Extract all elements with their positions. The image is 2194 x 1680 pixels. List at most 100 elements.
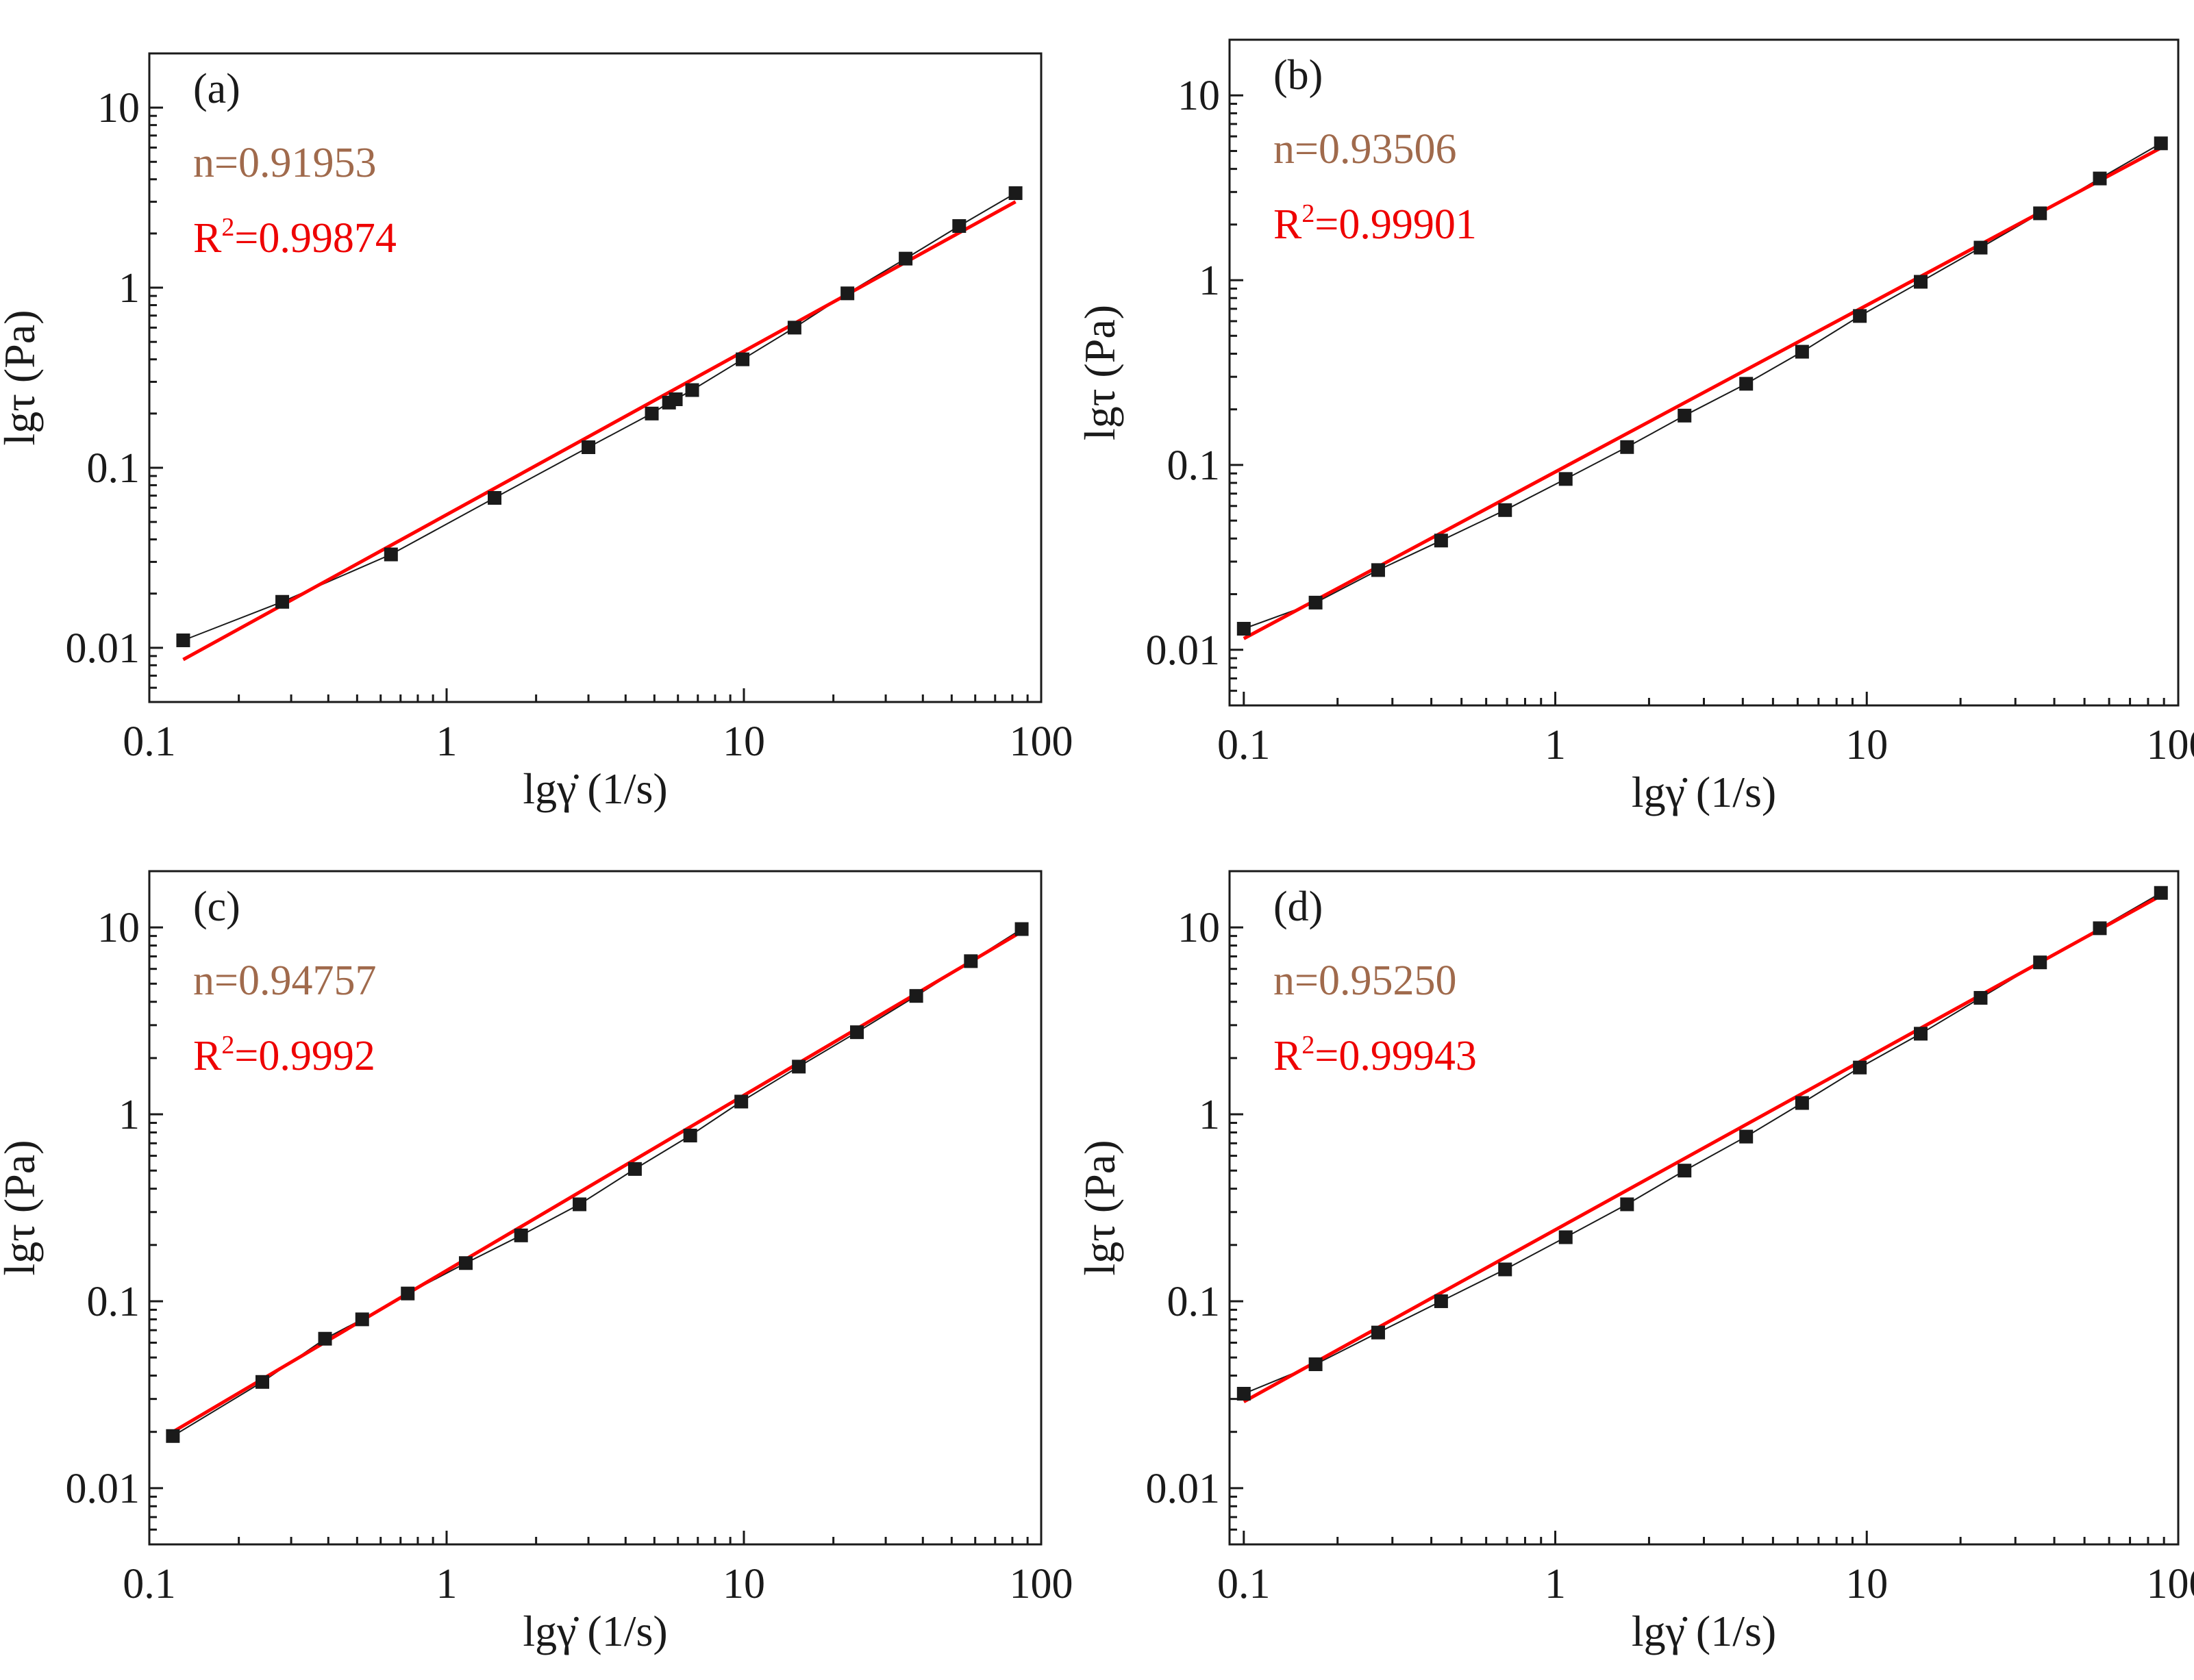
y-tick-label: 10 — [97, 905, 140, 951]
data-point — [850, 1025, 864, 1040]
y-tick-label: 0.1 — [1167, 442, 1221, 489]
panel-label: (d) — [1273, 883, 1323, 930]
data-point — [1914, 275, 1928, 289]
n-value-label: n=0.95250 — [1273, 957, 1456, 1004]
y-tick-label: 0.1 — [1167, 1279, 1221, 1325]
r-squared-superscript: 2 — [1301, 199, 1314, 228]
n-value-label: n=0.93506 — [1273, 126, 1456, 173]
r-squared-superscript: 2 — [221, 213, 234, 242]
r-squared-prefix: R — [193, 215, 222, 262]
data-point — [2033, 206, 2047, 221]
x-tick-label: 100 — [1010, 718, 1073, 765]
data-point — [582, 440, 596, 454]
data-point — [2093, 171, 2107, 186]
data-point — [685, 383, 699, 397]
data-point — [1739, 1129, 1754, 1144]
data-point — [2093, 921, 2107, 936]
data-point — [355, 1312, 369, 1327]
data-point — [1434, 1294, 1448, 1308]
data-point — [1236, 1386, 1251, 1401]
y-tick-label: 10 — [97, 85, 140, 131]
data-point — [1371, 1325, 1385, 1340]
x-tick-label: 1 — [1545, 722, 1566, 768]
r-squared-superscript: 2 — [221, 1031, 234, 1060]
r-squared-prefix: R — [193, 1033, 222, 1079]
x-tick-label: 10 — [723, 718, 765, 765]
data-point — [1498, 503, 1512, 517]
panel-d: 0.1 1 10 100 0.01 0.1 1 10 lgγ̇ (1/s) lgτ (Pa) (d)… — [1075, 870, 2194, 1655]
data-point — [1434, 534, 1448, 548]
y-tick-label: 0.1 — [87, 445, 140, 492]
plot-frame — [148, 870, 1043, 1546]
data-point — [1371, 563, 1385, 577]
x-axis: 0.1 1 10 100 — [123, 688, 1073, 765]
data-point — [1795, 344, 1809, 359]
fit-line — [182, 200, 1017, 662]
plot-frame — [148, 52, 1043, 703]
data-point — [1236, 622, 1251, 636]
x-axis-title: lgγ̇ (1/s) — [1632, 768, 1776, 816]
y-tick-label: 10 — [1177, 905, 1220, 951]
r-squared-value: =0.99901 — [1314, 201, 1476, 248]
data-point — [1973, 240, 1988, 255]
y-tick-label: 0.01 — [1146, 1466, 1221, 1512]
r-squared-label: R2=0.99943 — [1273, 1031, 1477, 1079]
data-point — [683, 1129, 697, 1143]
x-tick-label: 10 — [1845, 1561, 1888, 1607]
r-squared-prefix: R — [1273, 1033, 1302, 1079]
r-squared-label: R2=0.99901 — [1273, 199, 1477, 248]
panel-label: (c) — [193, 883, 240, 930]
data-point — [734, 1094, 749, 1109]
data-point — [627, 1162, 642, 1176]
data-point — [1914, 1027, 1928, 1041]
data-point — [964, 954, 978, 968]
fit-line — [1243, 146, 2162, 640]
x-tick-label: 100 — [1010, 1561, 1073, 1607]
data-point — [255, 1375, 270, 1389]
data-point — [1558, 472, 1573, 486]
data-point — [384, 547, 398, 562]
data-point — [669, 392, 683, 406]
data-point — [458, 1256, 473, 1270]
y-tick-label: 1 — [119, 265, 140, 312]
data-point — [909, 989, 923, 1003]
x-axis: 0.1 1 10 100 — [1217, 1531, 2194, 1607]
x-tick-label: 100 — [2147, 1561, 2194, 1607]
x-tick-label: 1 — [1545, 1561, 1566, 1607]
data-point — [1973, 990, 1988, 1005]
data-point — [1558, 1230, 1573, 1244]
x-tick-label: 0.1 — [123, 718, 176, 765]
y-tick-label: 1 — [1199, 258, 1220, 304]
fit-line — [172, 930, 1023, 1433]
y-tick-label: 10 — [1177, 73, 1220, 119]
y-axis: 0.01 0.1 1 10 — [1146, 38, 1243, 707]
panel-c: 0.1 1 10 100 0.01 0.1 1 10 lgγ̇ (1/s) lgτ (Pa) (c)… — [0, 870, 1073, 1655]
x-tick-label: 10 — [723, 1561, 765, 1607]
data-point — [166, 1429, 180, 1443]
data-point — [275, 594, 290, 609]
data-point — [645, 406, 659, 421]
x-tick-label: 1 — [436, 1561, 458, 1607]
r-squared-label: R2=0.99874 — [193, 213, 397, 262]
x-tick-label: 0.1 — [1217, 722, 1271, 768]
data-point — [792, 1060, 806, 1074]
y-tick-label: 0.01 — [66, 1466, 140, 1512]
panel-a: 0.1 1 10 100 0.01 0.1 1 10 lgγ̇ (1/s) lgτ (Pa) (a)… — [0, 52, 1073, 813]
data-point — [1014, 922, 1029, 936]
x-axis: 0.1 1 10 100 — [1217, 692, 2194, 768]
r-squared-value: =0.99943 — [1314, 1033, 1476, 1079]
data-point — [952, 219, 967, 234]
data-point — [1620, 1197, 1634, 1212]
x-axis-title: lgγ̇ (1/s) — [523, 764, 667, 813]
data-point — [1308, 595, 1323, 610]
measured-connector-line — [172, 928, 1023, 1437]
x-tick-label: 0.1 — [1217, 1561, 1271, 1607]
data-point — [1678, 1164, 1692, 1178]
x-tick-label: 100 — [2147, 722, 2194, 768]
n-value-label: n=0.91953 — [193, 140, 376, 186]
data-point — [1498, 1262, 1512, 1277]
y-axis: 0.01 0.1 1 10 — [66, 870, 163, 1546]
data-point — [1008, 186, 1023, 201]
y-axis: 0.01 0.1 1 10 — [1146, 870, 1243, 1546]
